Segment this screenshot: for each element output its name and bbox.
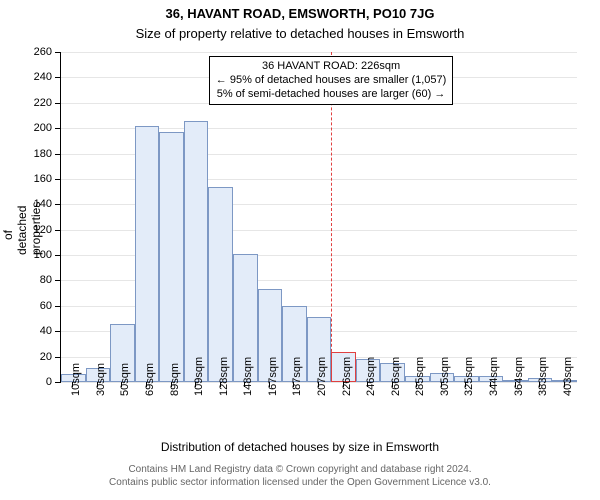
x-axis-label: Distribution of detached houses by size …	[0, 440, 600, 454]
annotation-box: 36 HAVANT ROAD: 226sqm ← 95% of detached…	[209, 56, 454, 105]
ytick-label: 220	[20, 97, 52, 109]
ytick-mark	[55, 128, 60, 129]
footer-attribution: Contains HM Land Registry data © Crown c…	[0, 464, 600, 489]
ytick-mark	[55, 179, 60, 180]
ytick-mark	[55, 382, 60, 383]
bar	[159, 132, 184, 382]
footer-line-1: Contains HM Land Registry data © Crown c…	[0, 464, 600, 477]
ytick-label: 0	[20, 376, 52, 388]
ytick-mark	[55, 204, 60, 205]
ytick-label: 240	[20, 71, 52, 83]
ytick-mark	[55, 306, 60, 307]
ytick-mark	[55, 331, 60, 332]
ytick-label: 140	[20, 198, 52, 210]
ytick-label: 120	[20, 224, 52, 236]
ytick-mark	[55, 255, 60, 256]
gridline	[61, 52, 577, 53]
ytick-mark	[55, 77, 60, 78]
annotation-line-2: ← 95% of detached houses are smaller (1,…	[216, 74, 447, 88]
ytick-label: 80	[20, 274, 52, 286]
bar	[184, 121, 209, 382]
ytick-label: 60	[20, 300, 52, 312]
ytick-label: 40	[20, 325, 52, 337]
plot-area: 36 HAVANT ROAD: 226sqm ← 95% of detached…	[60, 52, 577, 383]
ytick-mark	[55, 154, 60, 155]
ytick-mark	[55, 280, 60, 281]
ytick-label: 200	[20, 122, 52, 134]
ytick-label: 160	[20, 173, 52, 185]
ytick-mark	[55, 230, 60, 231]
title-sub: Size of property relative to detached ho…	[0, 26, 600, 41]
ytick-mark	[55, 103, 60, 104]
ytick-label: 100	[20, 249, 52, 261]
annotation-line-3: 5% of semi-detached houses are larger (6…	[216, 88, 447, 102]
figure: 36, HAVANT ROAD, EMSWORTH, PO10 7JG Size…	[0, 0, 600, 500]
ytick-label: 260	[20, 46, 52, 58]
title-main: 36, HAVANT ROAD, EMSWORTH, PO10 7JG	[0, 6, 600, 21]
ytick-label: 180	[20, 148, 52, 160]
ytick-label: 20	[20, 351, 52, 363]
bar	[208, 187, 233, 382]
annotation-line-1: 36 HAVANT ROAD: 226sqm	[216, 60, 447, 74]
footer-line-2: Contains public sector information licen…	[0, 477, 600, 490]
ytick-mark	[55, 52, 60, 53]
bar	[135, 126, 160, 382]
ytick-mark	[55, 357, 60, 358]
